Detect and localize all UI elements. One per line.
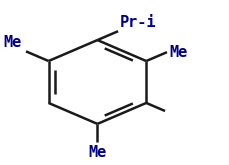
Text: Me: Me <box>3 35 22 50</box>
Text: Pr-i: Pr-i <box>120 15 157 30</box>
Text: Me: Me <box>169 45 187 60</box>
Text: Me: Me <box>88 145 106 160</box>
